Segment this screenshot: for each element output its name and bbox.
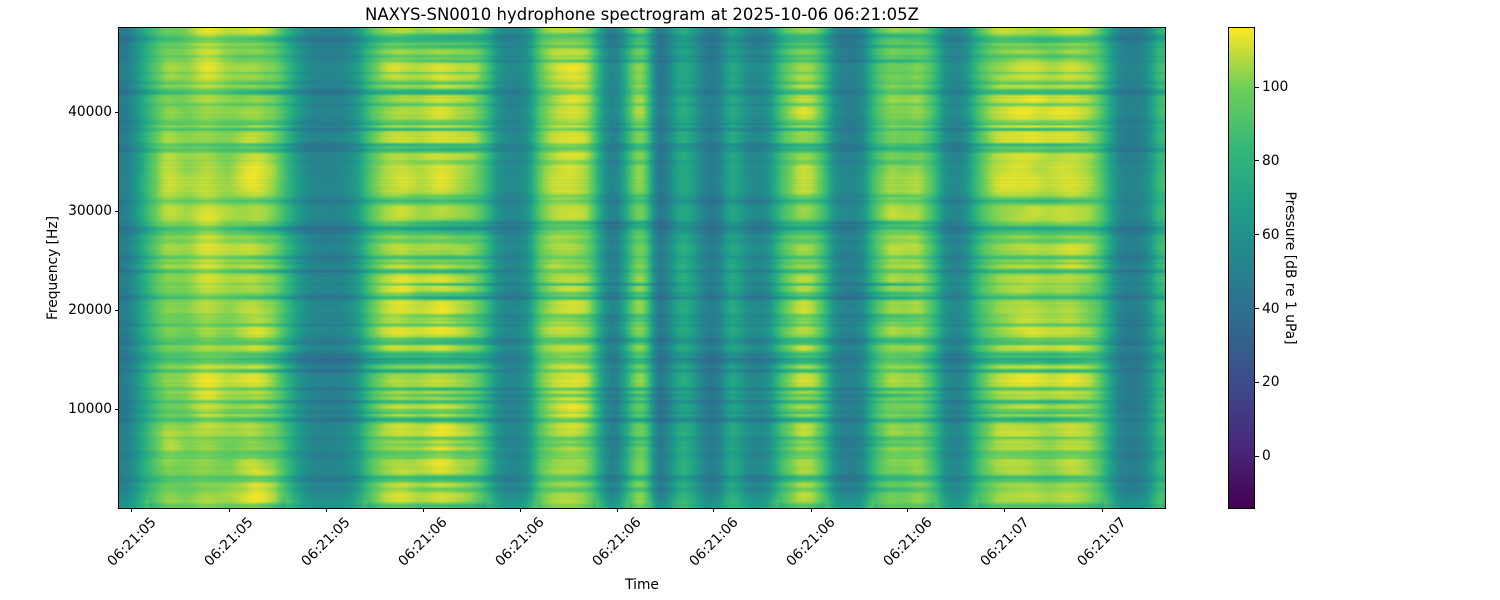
colorbar-tick-label: 60: [1262, 226, 1280, 243]
x-tick-label: 06:21:07: [1074, 514, 1130, 570]
y-axis-label: Frequency [Hz]: [45, 215, 61, 321]
x-tick: [519, 508, 521, 512]
x-tick: [131, 508, 133, 512]
colorbar-tick: [1255, 234, 1259, 236]
x-tick: [325, 508, 327, 512]
colorbar-tick-label: 100: [1262, 79, 1289, 96]
x-tick: [616, 508, 618, 512]
colorbar-tick-label: 0: [1262, 448, 1271, 465]
x-tick: [228, 508, 230, 512]
colorbar-tick-label: 20: [1262, 374, 1280, 391]
colorbar-tick: [1255, 308, 1259, 310]
colorbar-tick-label: 80: [1262, 152, 1280, 169]
x-tick-label: 06:21:06: [589, 514, 645, 570]
colorbar-gradient: [1229, 28, 1254, 508]
y-tick: [115, 408, 119, 410]
x-tick-label: 06:21:06: [783, 514, 839, 570]
x-tick-label: 06:21:06: [880, 514, 936, 570]
x-axis-label: Time: [625, 577, 659, 593]
colorbar-tick: [1255, 86, 1259, 88]
y-tick-label: 10000: [68, 401, 112, 418]
x-tick-label: 06:21:06: [395, 514, 451, 570]
y-tick-label: 20000: [68, 302, 112, 319]
colorbar-tick: [1255, 381, 1259, 383]
x-tick: [907, 508, 909, 512]
x-tick: [1101, 508, 1103, 512]
x-tick: [810, 508, 812, 512]
chart-title: NAXYS-SN0010 hydrophone spectrogram at 2…: [365, 5, 919, 24]
x-tick-label: 06:21:05: [298, 514, 354, 570]
x-tick: [1004, 508, 1006, 512]
x-tick-label: 06:21:07: [977, 514, 1033, 570]
x-tick: [713, 508, 715, 512]
y-tick: [115, 210, 119, 212]
y-tick-label: 30000: [68, 203, 112, 220]
x-tick-label: 06:21:06: [686, 514, 742, 570]
y-tick: [115, 111, 119, 113]
colorbar-tick: [1255, 160, 1259, 162]
x-tick-label: 06:21:06: [492, 514, 548, 570]
x-tick-label: 06:21:05: [201, 514, 257, 570]
colorbar-tick: [1255, 455, 1259, 457]
colorbar-label: Pressure [dB re 1 uPa]: [1282, 191, 1298, 345]
colorbar-tick-label: 40: [1262, 300, 1280, 317]
plot-area: [118, 27, 1166, 509]
y-tick-label: 40000: [68, 104, 112, 121]
x-tick-label: 06:21:05: [104, 514, 160, 570]
colorbar: [1228, 27, 1255, 509]
x-tick: [422, 508, 424, 512]
spectrogram-heatmap: [119, 28, 1165, 508]
y-tick: [115, 309, 119, 311]
